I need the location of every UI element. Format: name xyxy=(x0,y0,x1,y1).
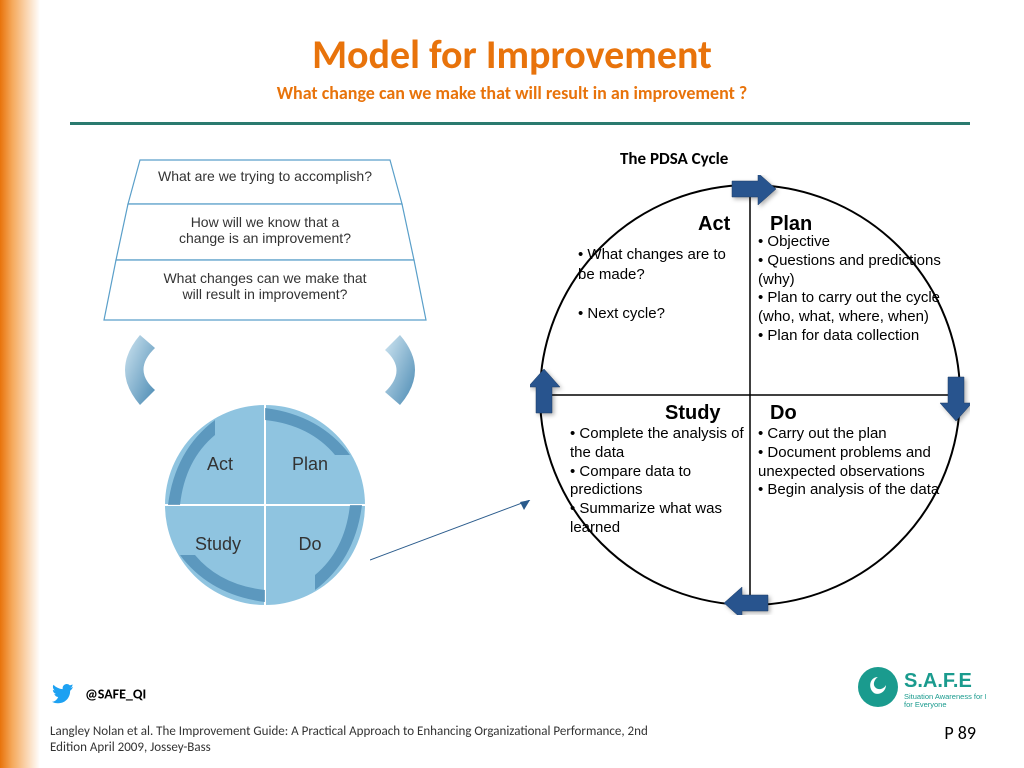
question-3: What changes can we make that will resul… xyxy=(120,270,410,302)
twitter-handle: @SAFE_QI xyxy=(50,684,146,706)
svg-text:S.A.F.E: S.A.F.E xyxy=(904,670,972,692)
safe-logo: S.A.F.E Situation Awareness for Everyone… xyxy=(856,663,986,716)
q-plan-title: Plan xyxy=(770,213,812,235)
q-study-bullets: • Complete the analysis of the data • Co… xyxy=(570,425,750,538)
question-2: How will we know that a change is an imp… xyxy=(130,214,400,246)
small-wheel-do: Do xyxy=(298,534,321,554)
page-title: Model for Improvement xyxy=(0,30,1024,79)
questions-trapezoid: What are we trying to accomplish? How wi… xyxy=(110,160,420,330)
q-study-title: Study xyxy=(665,402,721,424)
q-do-bullets: • Carry out the plan • Document problems… xyxy=(758,425,948,500)
citation: Langley Nolan et al. The Improvement Gui… xyxy=(50,724,670,757)
subtitle: What change can we make that will result… xyxy=(0,82,1024,104)
svg-text:for Everyone: for Everyone xyxy=(904,700,947,709)
pointer-line xyxy=(370,500,540,570)
page-number: P 89 xyxy=(944,722,976,744)
twitter-icon xyxy=(50,684,76,706)
divider xyxy=(70,122,970,125)
q-plan-bullets: • Objective • Questions and predictions … xyxy=(758,233,963,346)
q-act-bullets: • What changes are to be made? • Next cy… xyxy=(578,245,746,323)
q-act-title: Act xyxy=(698,213,731,235)
small-wheel-study: Study xyxy=(195,534,241,554)
q-do-title: Do xyxy=(770,402,797,424)
small-wheel-act: Act xyxy=(207,454,233,474)
question-1: What are we trying to accomplish? xyxy=(140,168,390,184)
small-pdsa-wheel: Act Plan Study Do xyxy=(160,400,370,610)
small-wheel-plan: Plan xyxy=(292,454,328,474)
big-pdsa-wheel: Act Plan Study Do • What changes are to … xyxy=(530,175,970,615)
pdsa-heading: The PDSA Cycle xyxy=(620,148,728,169)
left-gradient-bar xyxy=(0,0,40,768)
